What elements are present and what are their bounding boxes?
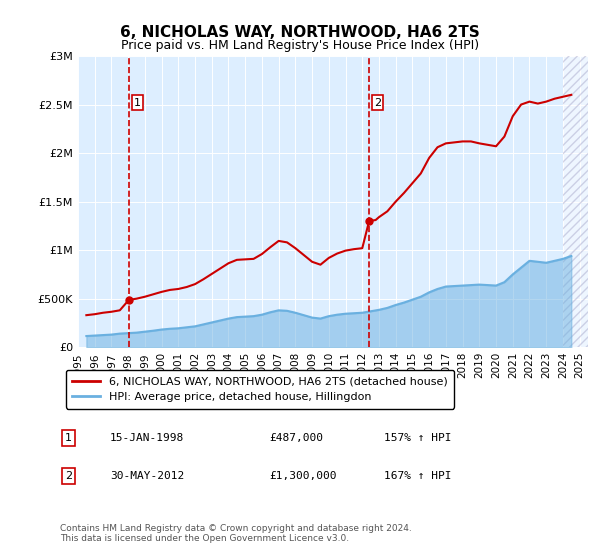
Text: 15-JAN-1998: 15-JAN-1998: [110, 433, 184, 443]
Text: 30-MAY-2012: 30-MAY-2012: [110, 471, 184, 481]
Text: £1,300,000: £1,300,000: [269, 471, 337, 481]
Text: Contains HM Land Registry data © Crown copyright and database right 2024.
This d: Contains HM Land Registry data © Crown c…: [60, 524, 412, 543]
Legend: 6, NICHOLAS WAY, NORTHWOOD, HA6 2TS (detached house), HPI: Average price, detach: 6, NICHOLAS WAY, NORTHWOOD, HA6 2TS (det…: [65, 370, 454, 409]
Text: 157% ↑ HPI: 157% ↑ HPI: [384, 433, 451, 443]
Text: 1: 1: [65, 433, 72, 443]
Text: Price paid vs. HM Land Registry's House Price Index (HPI): Price paid vs. HM Land Registry's House …: [121, 39, 479, 52]
Text: 167% ↑ HPI: 167% ↑ HPI: [384, 471, 451, 481]
Text: 6, NICHOLAS WAY, NORTHWOOD, HA6 2TS: 6, NICHOLAS WAY, NORTHWOOD, HA6 2TS: [120, 25, 480, 40]
Text: 1: 1: [134, 97, 141, 108]
Text: £487,000: £487,000: [269, 433, 323, 443]
Text: 2: 2: [65, 471, 72, 481]
Text: 2: 2: [374, 97, 381, 108]
Bar: [563, 56, 588, 347]
